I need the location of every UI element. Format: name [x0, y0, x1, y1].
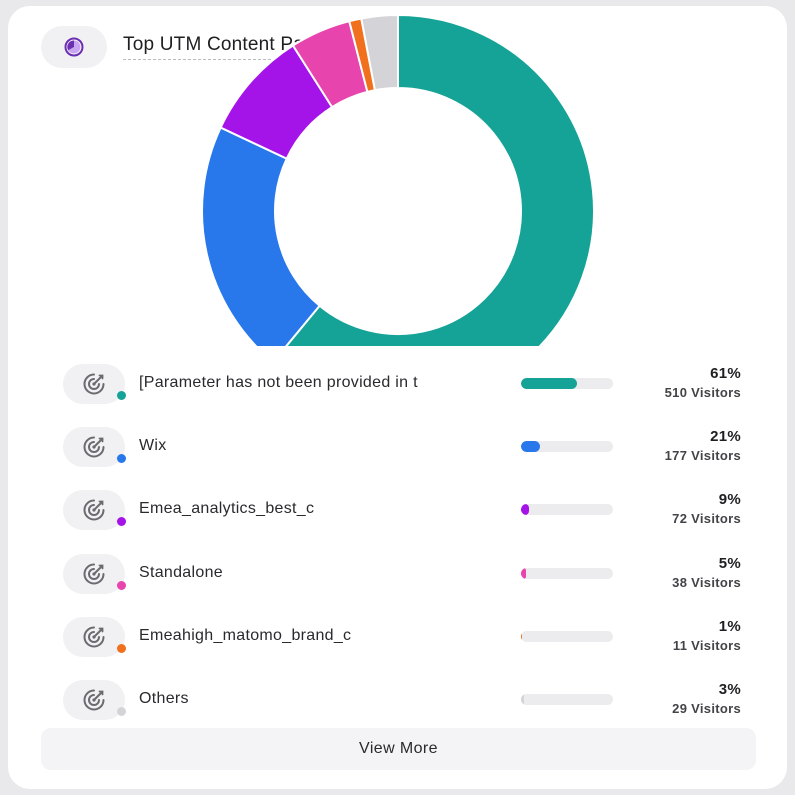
legend-visitors: 510 Visitors [664, 385, 741, 400]
legend-list: [Parameter has not been provided in t 61%… [61, 358, 741, 737]
legend-visitors: 29 Visitors [672, 700, 741, 716]
donut-chart [201, 13, 595, 346]
legend-row[interactable]: Others 3% 29 Visitors [61, 674, 741, 737]
legend-color-dot [117, 706, 126, 716]
donut-slice-5[interactable] [360, 13, 399, 92]
legend-color-dot [117, 391, 126, 400]
legend-percent: 3% [718, 680, 741, 698]
legend-label[interactable]: Others [139, 689, 189, 707]
progress-fill [521, 693, 524, 705]
donut-slices [201, 13, 595, 346]
progress-track [521, 567, 613, 579]
utm-content-card: Top UTM Content Parameter [Parameter has… [8, 6, 787, 789]
progress-track [521, 693, 613, 705]
progress-fill [521, 504, 530, 516]
legend-percent: 1% [718, 617, 741, 635]
progress-track [521, 504, 613, 516]
target-icon [63, 427, 125, 468]
target-icon [63, 616, 125, 657]
progress-track [521, 630, 613, 642]
progress-track [521, 378, 613, 389]
legend-row[interactable]: [Parameter has not been provided in t 61%… [61, 358, 741, 421]
pie-chart-icon [41, 26, 107, 68]
legend-row[interactable]: Emea_analytics_best_c 9% 72 Visitors [61, 484, 741, 547]
target-icon [63, 364, 125, 404]
legend-label[interactable]: [Parameter has not been provided in t [139, 374, 418, 391]
legend-color-dot [117, 517, 126, 527]
legend-row[interactable]: Wix 21% 177 Visitors [61, 421, 741, 484]
legend-visitors: 177 Visitors [664, 448, 741, 464]
legend-percent: 61% [710, 365, 741, 382]
legend-percent: 9% [718, 491, 741, 509]
legend-percent: 21% [710, 428, 741, 446]
legend-visitors: 38 Visitors [672, 574, 741, 590]
legend-color-dot [117, 580, 126, 590]
target-icon [63, 679, 125, 720]
legend-label[interactable]: Standalone [139, 563, 223, 581]
donut-slice-1[interactable] [201, 126, 322, 346]
progress-fill [521, 441, 541, 453]
legend-label[interactable]: Wix [139, 437, 167, 455]
progress-fill [521, 567, 526, 579]
legend-label[interactable]: Emea_analytics_best_c [139, 500, 315, 518]
target-icon [63, 553, 125, 594]
legend-visitors: 11 Visitors [672, 637, 741, 653]
legend-label[interactable]: Emeahigh_matomo_brand_c [139, 626, 352, 644]
legend-visitors: 72 Visitors [672, 511, 741, 527]
legend-row[interactable]: Standalone 5% 38 Visitors [61, 548, 741, 611]
progress-fill [521, 378, 578, 389]
target-icon [63, 490, 125, 531]
progress-track [521, 441, 613, 453]
legend-color-dot [117, 643, 126, 653]
view-more-button[interactable]: View More [41, 728, 756, 770]
legend-color-dot [117, 454, 126, 464]
donut-slice-0[interactable] [273, 13, 595, 346]
progress-fill [521, 630, 522, 642]
legend-percent: 5% [718, 554, 741, 572]
legend-row[interactable]: Emeahigh_matomo_brand_c 1% 11 Visitors [61, 611, 741, 674]
